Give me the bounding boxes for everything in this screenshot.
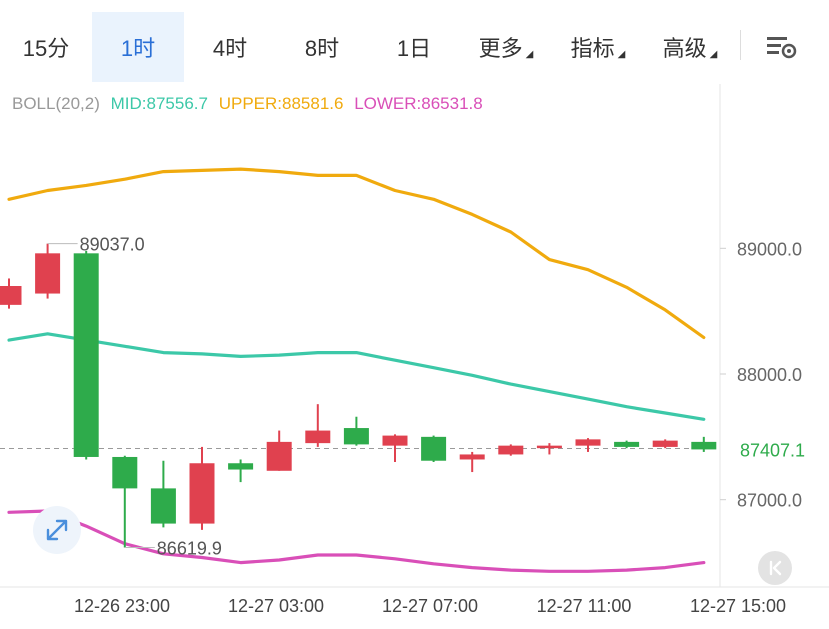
tab-8hour-label: 8时 [304, 36, 340, 61]
tab-15min-label: 15分 [22, 36, 70, 61]
boll-indicator-name: BOLL(20,2) [12, 94, 100, 113]
x-tick-label: 12-26 23:00 [74, 596, 170, 616]
tab-indicators-dropdown[interactable]: 指标 ◢ [552, 12, 644, 82]
candle-body [35, 253, 61, 294]
candle-body [498, 445, 524, 455]
candle [35, 243, 61, 299]
candle [536, 443, 562, 455]
boll-upper-line [7, 167, 706, 340]
chart-settings-button[interactable] [765, 34, 799, 60]
tab-more-dropdown[interactable]: 更多 ◢ [460, 12, 552, 82]
candle-body [652, 440, 678, 447]
tab-15min[interactable]: 15分 [0, 12, 92, 82]
candle [305, 404, 331, 447]
tab-indicators-label: 指标 [570, 36, 615, 61]
candle-body [536, 445, 562, 449]
candle-body [266, 441, 292, 471]
candle [112, 455, 138, 548]
current-price-tag [724, 432, 827, 464]
tab-advanced-label: 高级 [662, 36, 707, 61]
boll-lower-line [7, 509, 706, 573]
candle-body [382, 435, 408, 446]
high-price-label: 89037.0 [80, 235, 145, 255]
candle [228, 459, 254, 483]
boll-mid-value: MID:87556.7 [110, 94, 208, 113]
tab-advanced-dropdown[interactable]: 高级 ◢ [644, 12, 736, 82]
candle [382, 434, 408, 462]
tab-more-label: 更多 [478, 36, 523, 61]
y-tick-label: 87000.0 [737, 491, 802, 511]
tab-8hour[interactable]: 8时 [276, 12, 368, 82]
tab-4hour[interactable]: 4时 [184, 12, 276, 82]
candle [575, 438, 601, 452]
candle-body [575, 439, 601, 446]
boll-lower-value: LOWER:86531.8 [354, 94, 483, 113]
candle [150, 460, 176, 528]
boll-upper-value: UPPER:88581.6 [218, 94, 344, 113]
candle-body [459, 454, 485, 460]
tab-1day-label: 1日 [396, 36, 432, 61]
candle-body [189, 463, 215, 524]
candle [652, 439, 678, 449]
expand-arrows-icon [46, 519, 68, 541]
dropdown-caret-icon: ◢ [617, 48, 626, 60]
chart-settings-icon [767, 37, 797, 59]
candle-body [614, 441, 640, 447]
tab-divider [740, 30, 741, 60]
tab-1day[interactable]: 1日 [368, 12, 460, 82]
collapse-panel-button[interactable] [758, 551, 792, 585]
candlestick-chart[interactable]: 87000.0 88000.0 89000.0 12-26 23:00 12-27 03… [0, 84, 829, 629]
candle [0, 278, 22, 309]
candle [459, 451, 485, 473]
low-price-label: 86619.9 [157, 538, 222, 558]
candle [189, 446, 215, 530]
x-tick-label: 12-27 11:00 [537, 596, 632, 616]
x-tick-label: 12-27 03:00 [228, 596, 324, 616]
boll-mid-line [7, 332, 706, 421]
candle-body [305, 430, 331, 444]
current-price-label: 87407.1 [740, 441, 805, 461]
candle [614, 440, 640, 449]
tab-4hour-label: 4时 [212, 36, 248, 61]
candle [498, 444, 524, 456]
y-tick-label: 89000.0 [737, 239, 802, 259]
candle-body [0, 286, 22, 305]
x-tick-label: 12-27 07:00 [382, 596, 478, 616]
x-tick-label: 12-27 15:00 [690, 596, 786, 616]
candle-body [691, 441, 717, 450]
y-tick-label: 88000.0 [737, 365, 802, 385]
candle-body [228, 463, 254, 470]
candle-body [343, 428, 369, 445]
tab-1hour-label: 1时 [120, 36, 156, 61]
timeframe-tab-bar: 15分 1时 4时 8时 1日 更多 ◢ 指标 ◢ 高级 ◢ [0, 0, 829, 84]
candle-body [73, 253, 99, 457]
candle [73, 250, 99, 460]
expand-chart-button[interactable] [33, 506, 81, 554]
dropdown-caret-icon: ◢ [525, 48, 534, 60]
candle [343, 416, 369, 446]
candle-body [150, 488, 176, 524]
boll-legend: BOLL(20,2) MID:87556.7 UPPER:88581.6 LOW… [12, 94, 489, 114]
collapse-left-icon [769, 560, 782, 576]
candle [266, 430, 292, 471]
tab-1hour[interactable]: 1时 [92, 12, 184, 82]
candle-body [421, 436, 447, 461]
candle [691, 436, 717, 452]
candle [421, 435, 447, 462]
dropdown-caret-icon: ◢ [709, 48, 718, 60]
candle-body [112, 456, 138, 489]
